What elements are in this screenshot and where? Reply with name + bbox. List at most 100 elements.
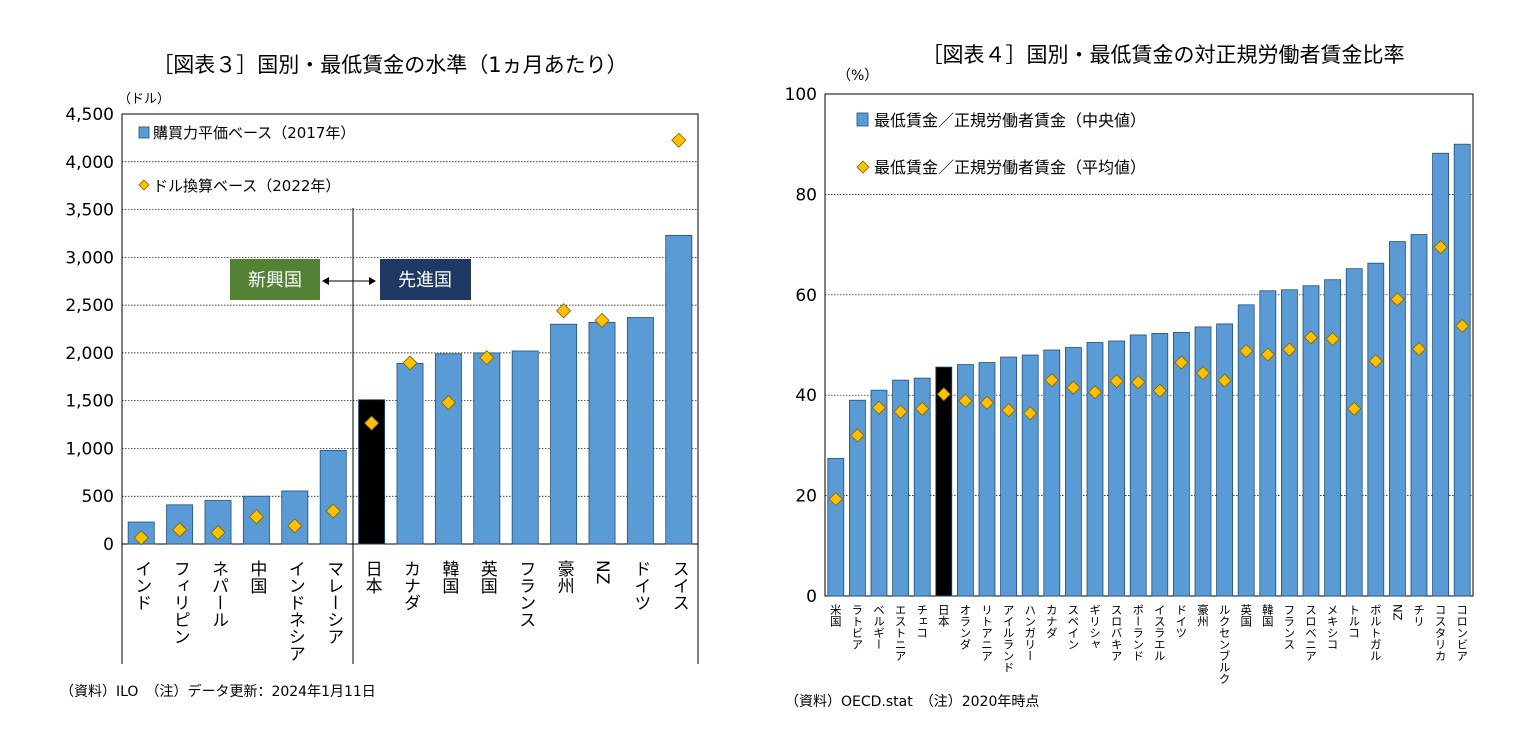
x-label-c2-24: トルコ <box>1347 604 1361 639</box>
chart-4-legend-bar-swatch <box>856 112 869 127</box>
bar-c1-14 <box>665 234 693 545</box>
marker-c1-3 <box>248 509 264 525</box>
bar-c2-6 <box>957 364 974 597</box>
x-label-c2-0: 米国 <box>829 604 843 628</box>
marker-c2-3 <box>893 404 908 419</box>
marker-c2-17 <box>1195 366 1211 381</box>
marker-c2-19 <box>1239 343 1254 359</box>
x-label-c2-15: イスラエル <box>1153 604 1167 662</box>
bar-c2-8 <box>1000 356 1017 597</box>
x-label-c2-26: NZ <box>1390 604 1404 621</box>
marker-c2-6 <box>958 393 973 408</box>
bar-c1-4 <box>281 490 309 545</box>
x-label-c1-3: 中国 <box>246 560 266 594</box>
c2-y-tick-label: 40 <box>795 386 817 406</box>
emerging-label: 新興国 <box>248 270 302 291</box>
marker-c2-27 <box>1411 341 1427 357</box>
bar-c2-13 <box>1108 340 1125 597</box>
bar-c2-26 <box>1389 241 1406 597</box>
c1-y-tick-label: 1,500 <box>65 392 114 412</box>
c1-y-tick-label: 4,500 <box>65 105 114 125</box>
chart-3-footnote: （資料）ILO （注）データ更新：2024年1月11日 <box>60 683 376 700</box>
c1-y-tick-label: 0 <box>103 535 114 555</box>
group-arrow-left-head <box>322 277 329 285</box>
x-label-c2-8: アイルランド <box>1002 604 1016 673</box>
chart-3: ［図表３］国別・最低賃金の水準（1ヵ月あたり） （ドル） 0 500 1,000 1,… <box>60 53 699 700</box>
bar-c2-29 <box>1453 143 1471 597</box>
chart-3-legend-marker-label: ドル換算ベース（2022年） <box>153 177 340 195</box>
bar-c1-8 <box>434 353 462 545</box>
bar-c2-19 <box>1237 304 1255 597</box>
x-label-c1-12: NZ <box>592 560 612 584</box>
marker-c2-9 <box>1023 406 1038 421</box>
marker-c2-4 <box>915 401 930 416</box>
x-label-c2-12: ギリシャ <box>1088 604 1102 650</box>
bar-c1-5 <box>319 449 347 545</box>
bar-c2-18 <box>1216 323 1233 597</box>
bar-c2-14 <box>1129 334 1147 597</box>
x-label-c2-3: エストニア <box>894 604 908 662</box>
bar-c2-28 <box>1432 152 1449 597</box>
x-label-c2-5: 日本 <box>937 604 951 628</box>
bar-c2-17 <box>1194 326 1212 597</box>
x-label-c1-10: フランス <box>515 560 535 628</box>
marker-c1-14 <box>671 132 687 148</box>
c1-y-tick-label: 500 <box>82 487 114 507</box>
chart-3-title: ［図表３］国別・最低賃金の水準（1ヵ月あたり） <box>152 53 627 77</box>
x-label-c2-9: ハンガリー <box>1023 604 1037 662</box>
bar-c2-20 <box>1259 290 1277 597</box>
bar-c2-5 <box>935 366 953 597</box>
x-label-c2-2: ベルギー <box>872 604 886 650</box>
chart-3-legend-bar-label: 購買力平価ベース（2017年） <box>153 124 355 142</box>
marker-c1-11 <box>556 303 572 319</box>
chart-4-footnote: （資料）OECD.stat （注）2020年時点 <box>785 694 1039 710</box>
x-label-c1-11: 豪州 <box>554 559 575 594</box>
emerging-label-box <box>230 259 320 300</box>
marker-c2-24 <box>1347 401 1362 416</box>
marker-c2-8 <box>1001 403 1016 418</box>
c2-y-tick-label: 20 <box>795 487 817 507</box>
marker-c1-8 <box>440 395 456 411</box>
marker-c2-21 <box>1282 342 1297 357</box>
chart-4-legend-marker-label: 最低賃金／正規労働者賃金（平均値） <box>874 158 1146 177</box>
c1-y-tick-label: 3,000 <box>65 248 114 268</box>
x-label-c2-27: チリ <box>1412 604 1426 627</box>
x-label-c2-29: コロンビア <box>1455 604 1469 662</box>
bar-c2-9 <box>1021 354 1039 597</box>
advanced-label-box <box>380 259 471 300</box>
marker-c1-1 <box>172 522 188 538</box>
c2-y-tick-label: 100 <box>785 85 817 105</box>
x-label-c2-28: コスタリカ <box>1434 604 1448 662</box>
c1-y-tick-label: 2,000 <box>65 344 114 364</box>
x-label-c1-4: インドネシア <box>285 560 305 662</box>
marker-c1-7 <box>402 355 418 371</box>
c2-y-tick-label: 0 <box>806 587 817 607</box>
bar-c2-2 <box>870 389 888 597</box>
x-label-c2-20: 韓国 <box>1261 604 1275 628</box>
bar-c1-11 <box>550 323 578 545</box>
marker-c2-5 <box>936 387 951 402</box>
bar-c2-12 <box>1086 342 1104 597</box>
bar-c1-7 <box>396 362 424 545</box>
chart-3-y-unit: （ドル） <box>118 92 170 107</box>
bar-c2-22 <box>1302 285 1320 597</box>
marker-c2-29 <box>1455 318 1470 333</box>
c2-y-tick-label: 80 <box>795 185 817 205</box>
marker-c1-12 <box>594 312 610 328</box>
x-label-c1-2: ネパール <box>208 560 228 628</box>
chart-4-legend-marker-swatch <box>856 160 870 174</box>
marker-c1-0 <box>133 530 149 546</box>
marker-c2-11 <box>1066 380 1081 395</box>
c1-y-tick-label: 2,500 <box>65 296 114 316</box>
x-label-c1-9: 英国 <box>477 560 498 594</box>
bar-c2-0 <box>827 458 845 597</box>
chart-3-legend-marker-swatch <box>138 179 150 191</box>
x-label-c1-1: フィリピン <box>170 560 190 645</box>
x-label-c2-1: ラトビア <box>850 604 864 650</box>
bar-c1-3 <box>242 495 270 545</box>
marker-c2-16 <box>1174 355 1189 370</box>
c1-y-tick-label: 1,000 <box>65 439 114 459</box>
marker-c1-9 <box>479 350 495 366</box>
marker-c2-26 <box>1390 292 1405 307</box>
bar-c2-23 <box>1324 279 1341 597</box>
